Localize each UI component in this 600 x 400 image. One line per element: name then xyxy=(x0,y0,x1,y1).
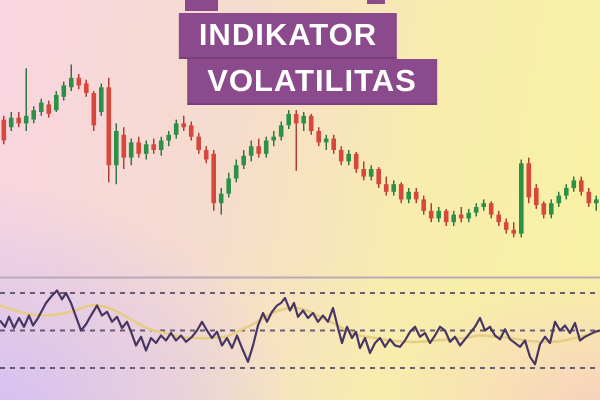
indicator-line xyxy=(0,289,600,366)
candle-body xyxy=(8,117,14,128)
candle-body xyxy=(114,131,119,166)
oscillator-level-lines xyxy=(0,292,600,369)
candle-body xyxy=(181,123,186,128)
candle-body xyxy=(203,150,209,160)
candle-body xyxy=(496,214,501,223)
title-banner-line2: VOLATILITAS xyxy=(187,59,437,105)
candle-body xyxy=(376,169,381,185)
candle-body xyxy=(428,210,434,219)
candle-body xyxy=(293,113,299,124)
candle-body xyxy=(361,169,366,177)
candle-body xyxy=(353,153,359,169)
candle-body xyxy=(286,113,291,126)
candle-body xyxy=(143,144,149,154)
candle-body xyxy=(39,102,44,112)
candle-body xyxy=(136,142,141,154)
candle-body xyxy=(226,178,231,194)
candle-body xyxy=(519,163,524,234)
candle-body xyxy=(69,77,74,88)
candle-body xyxy=(534,188,539,206)
candle-body xyxy=(166,134,171,141)
candle-body xyxy=(368,169,374,177)
candle-body xyxy=(271,136,276,141)
candle-body xyxy=(84,83,89,93)
cropped-banner-fragment-left xyxy=(185,0,218,11)
candle-body xyxy=(398,184,404,200)
candle-body xyxy=(564,188,569,196)
candle-body xyxy=(278,125,284,137)
candle-body xyxy=(121,134,127,158)
candle-body xyxy=(406,191,411,200)
candle-body xyxy=(91,93,97,126)
candle-body xyxy=(241,155,246,166)
candle-body xyxy=(173,123,179,135)
candle-body xyxy=(451,214,456,223)
candle-body xyxy=(23,115,29,124)
candle-body xyxy=(218,193,224,204)
candle-body xyxy=(256,146,261,154)
candle-body xyxy=(586,191,592,204)
candle-body xyxy=(188,125,194,137)
candlestick-group xyxy=(1,64,599,238)
candle-body xyxy=(526,163,532,198)
candle-body xyxy=(383,184,389,192)
candle-body xyxy=(413,191,419,200)
candle-body xyxy=(338,150,344,162)
candle-body xyxy=(316,131,321,143)
candle-body xyxy=(196,136,201,150)
candle-body xyxy=(128,142,134,158)
candle-body xyxy=(151,144,156,150)
candle-body xyxy=(158,140,164,150)
candle-body xyxy=(571,180,577,188)
candle-body xyxy=(106,87,112,166)
candle-body xyxy=(301,115,306,124)
candle-body xyxy=(331,138,336,150)
candle-body xyxy=(263,140,269,154)
candle-body xyxy=(391,184,396,192)
candle-body xyxy=(511,229,516,234)
candle-body xyxy=(458,214,464,219)
indicator-line-group xyxy=(0,289,600,366)
candle-body xyxy=(211,153,216,204)
candle-body xyxy=(541,203,547,215)
signal-line-group xyxy=(0,303,600,344)
candle-body xyxy=(473,207,479,213)
candle-body xyxy=(323,138,329,143)
candle-body xyxy=(421,199,426,211)
candle-body xyxy=(466,212,471,219)
candle-body xyxy=(54,94,59,111)
candle-body xyxy=(99,87,104,112)
cropped-banner-fragment-right xyxy=(367,0,385,4)
candle-body xyxy=(31,110,36,120)
title-banner-line1: INDIKATOR xyxy=(178,13,398,59)
candle-body xyxy=(481,203,486,207)
candle-body xyxy=(308,115,314,131)
candle-body xyxy=(46,104,52,114)
candle-body xyxy=(488,203,494,215)
signal-line xyxy=(0,303,600,344)
candle-body xyxy=(443,210,449,223)
candle-body xyxy=(346,153,351,162)
candle-body xyxy=(76,77,82,86)
candle-body xyxy=(549,203,554,215)
candle-body xyxy=(503,222,509,230)
candle-body xyxy=(248,146,254,156)
candle-body xyxy=(436,210,441,219)
candle-body xyxy=(594,199,599,204)
candle-body xyxy=(1,119,7,141)
candle-body xyxy=(61,85,67,97)
candle-body xyxy=(579,180,584,192)
candle-body xyxy=(233,165,239,179)
candle-body xyxy=(16,117,21,124)
candle-body xyxy=(556,195,562,204)
